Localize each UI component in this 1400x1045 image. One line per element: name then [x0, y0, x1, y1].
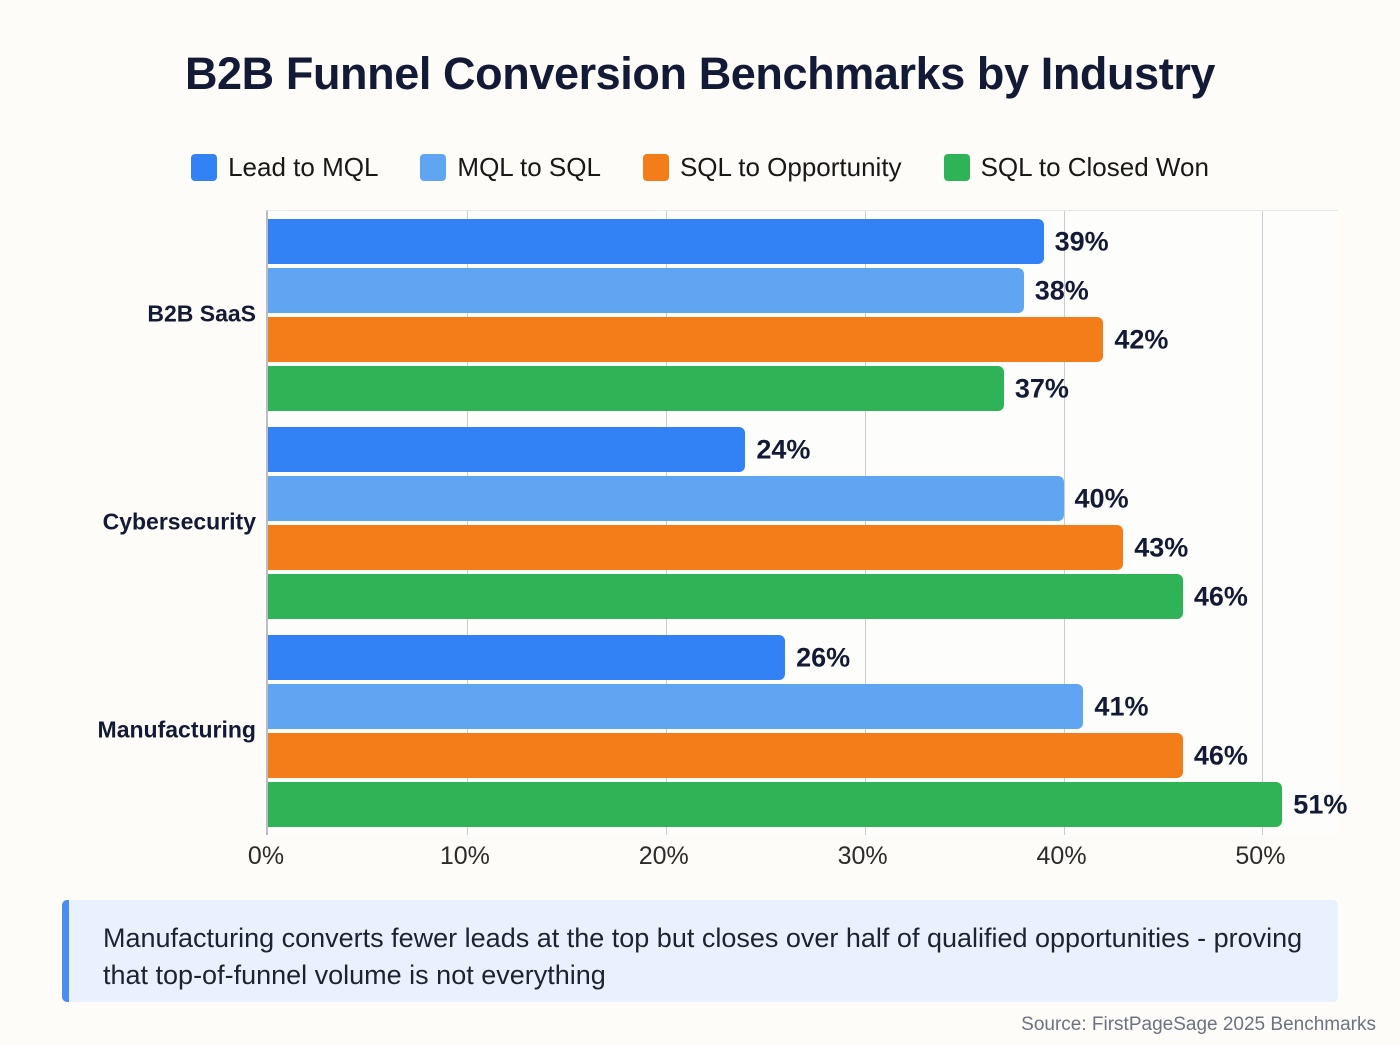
- insight-callout-text: Manufacturing converts fewer leads at th…: [103, 923, 1303, 990]
- bar-value-label: 51%: [1293, 789, 1348, 819]
- y-axis-category-labels: B2B SaaS Cybersecurity Manufacturing: [24, 210, 256, 835]
- insight-callout: Manufacturing converts fewer leads at th…: [62, 900, 1338, 1002]
- gridline: [1262, 211, 1264, 835]
- legend-swatch-square: [191, 154, 218, 181]
- bar-row: 46%: [268, 733, 1338, 778]
- bar-value-label: 42%: [1114, 324, 1169, 354]
- gridline: [466, 211, 468, 835]
- bar[interactable]: [268, 366, 1004, 411]
- y-axis-category-label: B2B SaaS: [147, 300, 256, 327]
- bar[interactable]: [268, 525, 1124, 570]
- bar-value-label: 46%: [1193, 740, 1248, 770]
- bar-value-label: 26%: [796, 642, 851, 672]
- bar[interactable]: [268, 733, 1183, 778]
- bar-value-label: 24%: [756, 434, 811, 464]
- gridline: [864, 211, 866, 835]
- bar-value-label: 41%: [1094, 691, 1149, 721]
- x-axis-tick-labels: 0% 10% 20% 30% 40% 50%: [0, 842, 1400, 882]
- bar-row: 41%: [268, 684, 1338, 729]
- bar[interactable]: [268, 684, 1084, 729]
- y-axis-category-label: Manufacturing: [97, 716, 256, 743]
- bar-value-label: 40%: [1074, 483, 1129, 513]
- gridline: [1063, 211, 1065, 835]
- legend-item-label: SQL to Opportunity: [679, 152, 902, 182]
- bar[interactable]: [268, 427, 746, 472]
- bar-row: 43%: [268, 525, 1338, 570]
- legend-item-label: MQL to SQL: [457, 152, 601, 182]
- legend-swatch-square: [420, 154, 447, 181]
- bar-row: 51%: [268, 782, 1347, 827]
- legend-item[interactable]: SQL to Closed Won: [943, 152, 1209, 183]
- x-axis-tick-label: 20%: [638, 842, 689, 870]
- legend-item[interactable]: SQL to Opportunity: [642, 152, 902, 183]
- bar-row: 37%: [268, 366, 1338, 411]
- bar-row: 39%: [268, 219, 1338, 264]
- bar-row: 24%: [268, 427, 1338, 472]
- legend-item-label: SQL to Closed Won: [980, 152, 1209, 182]
- y-axis-category-label: Cybersecurity: [102, 508, 256, 535]
- bar-row: 46%: [268, 574, 1338, 619]
- bar[interactable]: [268, 574, 1183, 619]
- bar-value-label: 38%: [1034, 275, 1089, 305]
- bar-value-label: 43%: [1134, 532, 1189, 562]
- bar-row: 38%: [268, 268, 1338, 313]
- chart-legend: Lead to MQL MQL to SQL SQL to Opportunity S…: [0, 152, 1400, 183]
- plot-area: 39% 38% 42% 37% 24% 40% 43% 46% 26% 41% 46% 51%: [266, 210, 1347, 835]
- bar[interactable]: [268, 782, 1283, 827]
- legend-swatch-square: [642, 154, 669, 181]
- bar[interactable]: [268, 635, 786, 680]
- page-title: B2B Funnel Conversion Benchmarks by Indu…: [184, 48, 1216, 99]
- legend-swatch-square: [943, 154, 970, 181]
- bar[interactable]: [268, 317, 1104, 362]
- bar[interactable]: [268, 268, 1024, 313]
- bar[interactable]: [268, 476, 1064, 521]
- bar-value-label: 46%: [1193, 581, 1248, 611]
- x-axis-tick-label: 50%: [1235, 842, 1286, 870]
- x-axis-tick-label: 0%: [247, 842, 285, 870]
- x-axis-tick-label: 40%: [1036, 842, 1087, 870]
- x-axis-tick-label: 30%: [837, 842, 888, 870]
- x-axis-tick-label: 10%: [439, 842, 490, 870]
- legend-item[interactable]: MQL to SQL: [420, 152, 601, 183]
- bar[interactable]: [268, 219, 1044, 264]
- bar-value-label: 39%: [1054, 226, 1109, 256]
- bar-row: 40%: [268, 476, 1338, 521]
- legend-item-label: Lead to MQL: [228, 152, 379, 182]
- source-attribution: Source: FirstPageSage 2025 Benchmarks: [1021, 1014, 1376, 1035]
- gridline: [665, 211, 667, 835]
- bar-value-label: 37%: [1014, 373, 1069, 403]
- bar-row: 26%: [268, 635, 1338, 680]
- bar-row: 42%: [268, 317, 1338, 362]
- legend-item[interactable]: Lead to MQL: [191, 152, 378, 183]
